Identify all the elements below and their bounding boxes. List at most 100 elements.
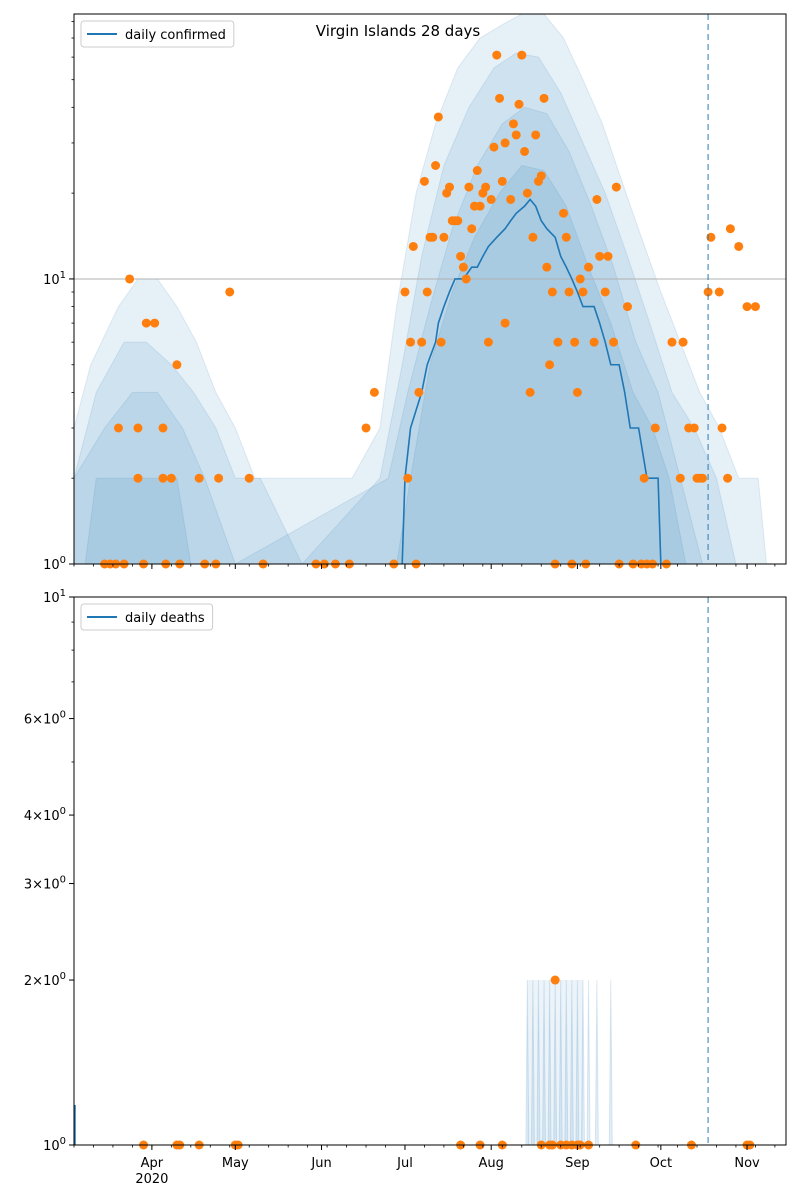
x-tick-label: Jun — [310, 1156, 331, 1171]
data-point — [734, 241, 744, 251]
data-point — [547, 287, 557, 297]
data-point — [545, 360, 555, 370]
data-point — [428, 232, 438, 242]
data-point — [520, 146, 530, 156]
data-point — [495, 93, 505, 103]
data-point — [603, 251, 613, 261]
data-point — [622, 302, 632, 312]
data-point — [475, 201, 485, 211]
data-point — [125, 274, 135, 284]
data-point — [361, 423, 371, 433]
data-point — [639, 473, 649, 483]
data-point — [561, 232, 571, 242]
data-point — [667, 337, 677, 347]
data-point — [542, 262, 552, 272]
confidence-band-fill — [527, 980, 583, 1145]
data-point — [559, 208, 568, 218]
data-point — [244, 473, 254, 483]
data-point — [114, 423, 123, 433]
data-point — [433, 112, 443, 122]
data-point — [172, 360, 182, 370]
confirmed-plot-frame — [73, 13, 787, 565]
data-point — [517, 50, 527, 60]
data-point — [514, 99, 524, 109]
data-point — [500, 138, 510, 148]
data-point — [492, 50, 502, 60]
data-point — [133, 423, 143, 433]
data-point — [539, 93, 549, 103]
deaths-plot-frame — [73, 596, 787, 1146]
data-point — [572, 387, 582, 397]
data-point — [422, 287, 432, 297]
confirmed-confidence-bands — [73, 13, 768, 565]
data-point — [678, 337, 688, 347]
data-point — [406, 337, 416, 347]
data-point — [497, 176, 507, 186]
data-point — [369, 387, 379, 397]
data-point — [703, 287, 713, 297]
data-point — [214, 473, 224, 483]
y-tick-label: 101 — [43, 270, 66, 288]
data-point — [550, 975, 560, 985]
data-point — [575, 274, 585, 284]
data-point — [194, 473, 204, 483]
data-point — [486, 194, 496, 204]
x-year-label: 2020 — [135, 1172, 168, 1187]
x-tick-label: Sep — [565, 1156, 590, 1171]
data-point — [489, 142, 499, 152]
data-point — [483, 337, 493, 347]
confirmed-panel: 100 101 Virgin Islands 28 days daily conf… — [43, 13, 787, 573]
data-point — [400, 287, 410, 297]
data-point — [481, 182, 491, 192]
deaths-legend: daily deaths — [80, 603, 214, 631]
data-point — [717, 423, 727, 433]
legend-label: daily confirmed — [125, 28, 226, 43]
data-point — [444, 182, 454, 192]
data-point — [553, 337, 563, 347]
data-point — [150, 318, 160, 328]
confirmed-trend-line — [401, 198, 662, 565]
data-point — [595, 251, 605, 261]
x-tick-label: Jul — [396, 1156, 413, 1171]
data-point — [431, 161, 441, 171]
data-point — [166, 473, 176, 483]
data-point — [698, 473, 708, 483]
x-tick-label: Aug — [478, 1156, 503, 1171]
data-point — [609, 337, 619, 347]
y-tick-label: 100 — [43, 1136, 66, 1154]
deaths-y-ticks: 100 2×100 3×100 4×100 6×100 101 — [24, 588, 74, 1154]
data-point — [522, 188, 532, 198]
data-point — [584, 262, 594, 272]
confidence-band-3 — [73, 106, 704, 565]
data-point — [723, 473, 733, 483]
data-point — [461, 274, 471, 284]
data-point — [570, 337, 580, 347]
legend-label: daily deaths — [125, 611, 205, 626]
y-tick-label: 100 — [43, 555, 66, 573]
data-point — [408, 241, 418, 251]
legend-box — [80, 603, 214, 631]
confirmed-x-ticks — [73, 564, 776, 569]
data-point — [531, 130, 541, 140]
data-point — [714, 287, 724, 297]
data-point — [675, 473, 685, 483]
x-tick-label: May — [222, 1156, 249, 1171]
data-point — [589, 337, 599, 347]
deaths-points — [139, 975, 755, 1150]
data-point — [414, 387, 424, 397]
data-point — [464, 182, 474, 192]
y-tick-label: 4×100 — [24, 806, 66, 824]
data-point — [511, 130, 521, 140]
data-point — [417, 337, 427, 347]
data-point — [564, 287, 574, 297]
data-point — [158, 423, 168, 433]
data-point — [536, 171, 546, 181]
data-point — [419, 176, 429, 186]
data-point — [467, 224, 477, 234]
y-tick-label: 6×100 — [24, 710, 66, 728]
confirmed-y-ticks: 100 101 — [43, 21, 74, 573]
data-point — [750, 302, 760, 312]
data-point — [528, 232, 538, 242]
